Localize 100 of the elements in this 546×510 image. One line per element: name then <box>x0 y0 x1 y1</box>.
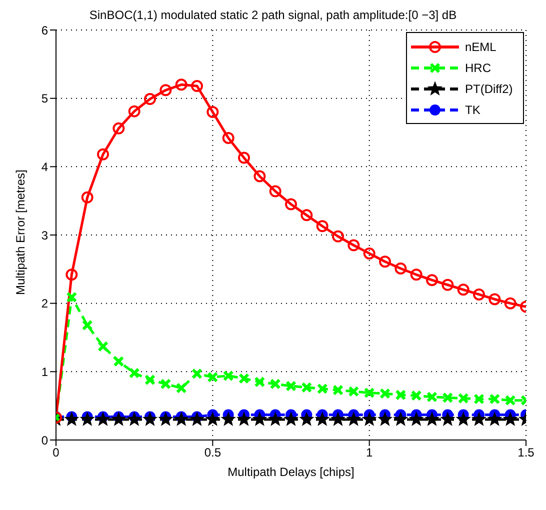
point <box>458 392 469 404</box>
point <box>363 247 376 260</box>
point <box>502 412 518 426</box>
point <box>222 370 234 382</box>
point <box>285 198 297 210</box>
point <box>81 191 94 204</box>
y-tick-label: 3 <box>41 228 48 242</box>
point <box>254 376 266 388</box>
point <box>254 170 266 182</box>
point <box>348 239 360 252</box>
point <box>189 412 205 426</box>
point <box>314 412 330 426</box>
x-tick-label: 1 <box>366 446 373 460</box>
legend-label: HRC <box>465 60 491 74</box>
point <box>473 288 485 300</box>
point <box>348 386 360 397</box>
point <box>220 412 236 426</box>
point <box>332 384 344 396</box>
point <box>98 340 108 352</box>
point <box>316 383 328 394</box>
point <box>144 93 156 106</box>
point <box>487 412 502 426</box>
point <box>316 220 328 232</box>
point <box>299 412 314 426</box>
point <box>504 297 516 310</box>
legend-label: nEML <box>465 40 496 54</box>
point <box>238 373 250 384</box>
point <box>395 389 406 400</box>
y-tick-label: 5 <box>41 92 48 106</box>
chart-title: SinBOC(1,1) modulated static 2 path signal, path amplitude:[0 −3] dB <box>88 8 458 22</box>
y-tick-label: 6 <box>41 23 48 38</box>
point <box>504 394 516 406</box>
x-tick-label: 0.5 <box>204 446 222 460</box>
point <box>236 412 252 426</box>
point <box>205 412 220 426</box>
point <box>377 412 393 426</box>
point <box>394 262 407 274</box>
point <box>192 368 202 380</box>
point <box>95 412 111 426</box>
point <box>66 268 78 281</box>
point <box>456 412 471 426</box>
y-tick-label: 0 <box>41 433 48 448</box>
point <box>410 268 422 281</box>
point <box>191 80 203 92</box>
legend-label: PT(Diff2) <box>465 82 513 96</box>
point <box>252 412 268 426</box>
point <box>471 412 487 426</box>
point <box>64 412 80 426</box>
point <box>269 185 282 198</box>
point <box>158 412 174 426</box>
point <box>332 230 344 242</box>
point <box>362 412 377 426</box>
point <box>426 391 438 402</box>
point <box>112 122 125 134</box>
point <box>283 412 299 426</box>
point <box>176 382 187 394</box>
point <box>424 412 440 426</box>
point <box>128 368 140 379</box>
point <box>128 105 140 118</box>
x-axis-title: Multipath Delays [chips] <box>228 465 354 479</box>
point <box>379 256 391 268</box>
point <box>364 387 375 398</box>
point <box>300 209 313 222</box>
point <box>442 278 454 291</box>
point <box>270 378 281 390</box>
point <box>489 394 500 404</box>
point <box>474 394 484 404</box>
y-tick-label: 4 <box>41 160 48 174</box>
point <box>82 320 93 331</box>
point <box>66 292 78 303</box>
point <box>207 372 218 383</box>
point <box>222 132 234 144</box>
point <box>175 78 188 91</box>
point <box>488 293 501 306</box>
y-tick-label: 2 <box>41 296 48 311</box>
x-tick-label: 0 <box>52 446 60 460</box>
point <box>174 412 189 426</box>
y-axis-title: Multipath Error [metres] <box>13 170 28 295</box>
point <box>426 274 438 286</box>
point <box>238 152 250 164</box>
point <box>160 378 172 390</box>
y-tick-label: 1 <box>41 364 48 379</box>
point <box>442 392 454 404</box>
point <box>301 382 312 393</box>
point <box>440 412 456 426</box>
point <box>330 412 346 426</box>
point <box>126 412 142 426</box>
point <box>346 412 362 426</box>
point <box>286 380 296 392</box>
x-tick-label: 1.5 <box>518 446 535 460</box>
point <box>97 148 109 160</box>
point <box>160 84 172 96</box>
point <box>144 374 156 386</box>
point <box>206 106 219 118</box>
point <box>410 390 422 402</box>
point <box>380 388 390 400</box>
point <box>80 412 95 426</box>
point <box>111 412 126 426</box>
point <box>142 412 158 426</box>
point <box>268 412 283 426</box>
